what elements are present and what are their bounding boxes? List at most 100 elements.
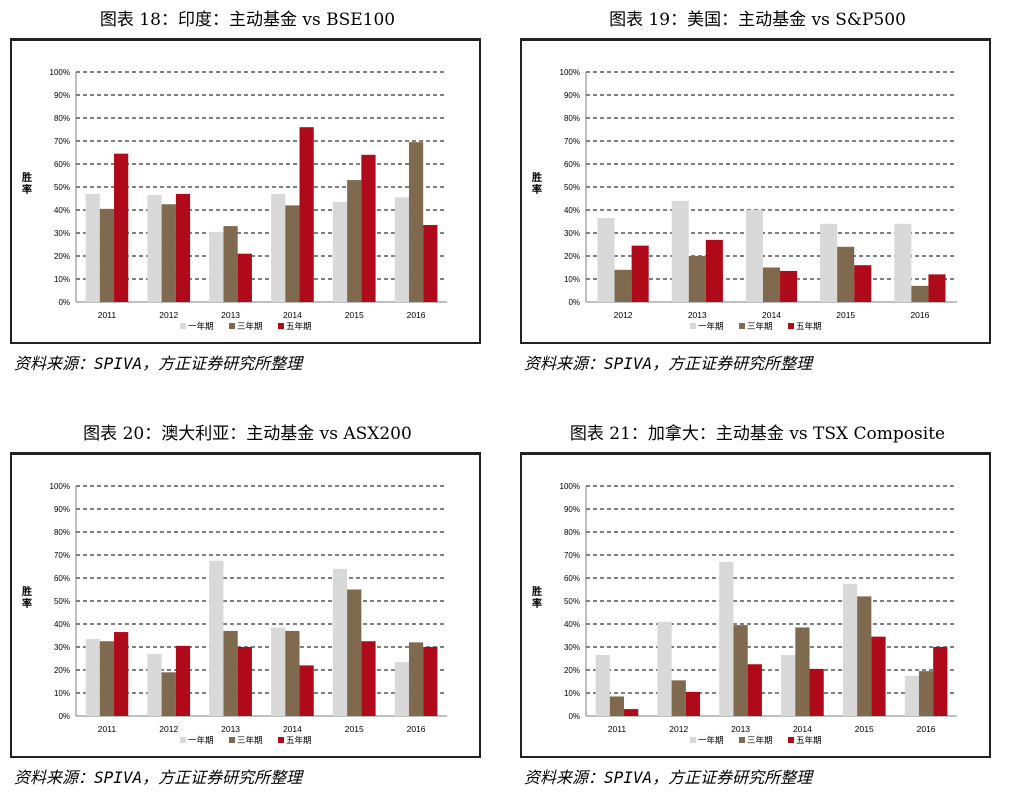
bar (857, 596, 872, 716)
x-tick-label: 2015 (855, 724, 874, 734)
y-tick-label: 0% (568, 298, 580, 307)
legend-label: 五年期 (796, 321, 822, 331)
bar (631, 245, 649, 302)
bar (99, 641, 115, 716)
y-tick-label: 100% (560, 482, 580, 491)
x-tick-label: 2011 (98, 724, 117, 734)
x-tick-label: 2014 (793, 724, 812, 734)
bar (332, 568, 348, 716)
chart-title: 图表 19：美国：主动基金 vs S&P500 (609, 10, 906, 30)
bar (147, 195, 162, 302)
x-tick-label: 2015 (836, 310, 855, 320)
bar (209, 560, 224, 716)
bar (719, 561, 734, 716)
legend-swatch (278, 737, 284, 743)
y-tick-label: 90% (564, 91, 580, 100)
y-tick-label: 30% (564, 229, 580, 238)
bar (609, 696, 625, 716)
chart-panel-usa: 图表 19：美国：主动基金 vs S&P500 0% 10% 20% 30% 40% 50… (520, 6, 995, 376)
bar (671, 680, 686, 716)
y-tick-label: 40% (564, 206, 580, 215)
bar (842, 583, 858, 716)
bar (781, 655, 796, 716)
y-tick-label: 80% (54, 114, 70, 123)
bar (361, 641, 376, 716)
y-tick-label: 60% (54, 574, 70, 583)
y-tick-label: 50% (54, 597, 70, 606)
bar (175, 645, 191, 716)
x-tick-label: 2014 (762, 310, 781, 320)
bar (394, 197, 409, 302)
bar (85, 638, 100, 716)
y-tick-label: 10% (54, 689, 70, 698)
legend-label: 五年期 (286, 735, 312, 745)
bar (147, 653, 162, 716)
x-tick-label: 2012 (614, 310, 633, 320)
bar (161, 204, 176, 302)
y-tick-label: 50% (54, 183, 70, 192)
y-tick-label: 90% (54, 505, 70, 514)
legend-swatch (690, 737, 696, 743)
legend-label: 五年期 (286, 321, 312, 331)
bar (299, 665, 314, 716)
bar (223, 630, 238, 716)
bar (237, 647, 252, 716)
bar (85, 193, 100, 302)
chart-svg: 0% 10% 20% 30% 40% 50% 60% 70% 80% 90% 100% 胜率 2011 2… (531, 482, 957, 745)
y-tick-label: 40% (54, 206, 70, 215)
bar (175, 193, 191, 302)
x-tick-label: 2011 (608, 724, 627, 734)
chart-svg: 0% 10% 20% 30% 40% 50% 60% 70% 80% 90% 100% 胜率 2012 2… (531, 68, 957, 331)
bar (299, 127, 314, 302)
bar (671, 200, 689, 302)
y-tick-label: 40% (564, 620, 580, 629)
legend-label: 一年期 (698, 735, 724, 745)
bar (595, 655, 610, 716)
x-tick-label: 2015 (345, 310, 364, 320)
bar (657, 621, 672, 716)
y-tick-label: 50% (564, 183, 580, 192)
y-axis-label: 率 (532, 597, 542, 610)
bar (685, 691, 701, 716)
legend-label: 三年期 (747, 321, 773, 331)
bar (161, 672, 176, 716)
x-tick-label: 2013 (221, 310, 240, 320)
bar (837, 246, 855, 302)
legend-swatch (278, 323, 284, 329)
bar (597, 218, 615, 302)
y-tick-label: 70% (54, 137, 70, 146)
y-tick-label: 30% (54, 229, 70, 238)
y-tick-label: 60% (564, 574, 580, 583)
y-axis-label: 胜 (21, 585, 32, 598)
y-tick-label: 0% (58, 298, 70, 307)
legend-swatch (739, 323, 745, 329)
y-axis-label: 率 (22, 183, 32, 196)
chart-frame: 0% 10% 20% 30% 40% 50% 60% 70% 80% 90% 100% 胜率 2011 2… (10, 38, 481, 344)
legend-swatch (180, 737, 186, 743)
y-tick-label: 30% (564, 643, 580, 652)
source-note: 资料来源：SPIVA，方正证券研究所整理 (524, 354, 813, 373)
bar (423, 224, 438, 302)
x-tick-label: 2013 (731, 724, 750, 734)
x-tick-label: 2011 (98, 310, 117, 320)
bar (688, 256, 706, 302)
bar (809, 668, 824, 716)
bar (285, 630, 300, 716)
y-tick-label: 90% (564, 505, 580, 514)
y-tick-label: 80% (564, 528, 580, 537)
bar (747, 664, 762, 716)
bar (361, 154, 376, 302)
y-tick-label: 100% (50, 482, 70, 491)
y-tick-label: 30% (54, 643, 70, 652)
y-axis-label: 胜 (21, 171, 32, 184)
legend-swatch (739, 737, 745, 743)
chart-panel-canada: 图表 21：加拿大：主动基金 vs TSX Composite 0% 10% 20%… (520, 420, 995, 790)
x-tick-label: 2012 (669, 724, 688, 734)
bar (894, 223, 912, 302)
bar (271, 193, 286, 302)
bar (904, 675, 919, 716)
y-tick-label: 90% (54, 91, 70, 100)
bar (795, 627, 810, 716)
y-axis-label: 胜 (531, 585, 542, 598)
y-tick-label: 10% (54, 275, 70, 284)
